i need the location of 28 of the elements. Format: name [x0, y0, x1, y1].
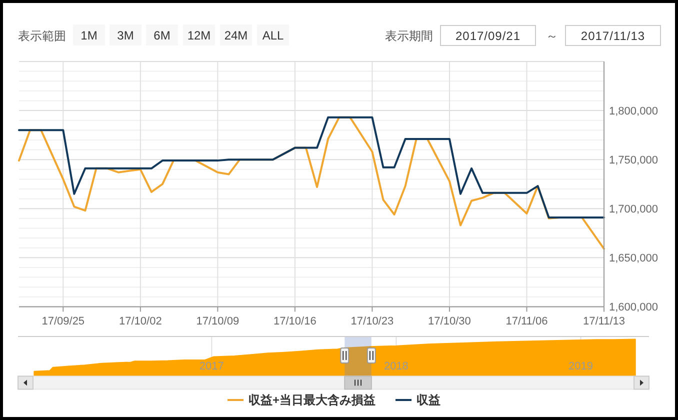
y-tick-label: 1,750,000 — [609, 154, 658, 167]
range-button: 1M — [73, 24, 105, 46]
range-button: 12M — [183, 24, 215, 46]
x-tick-label: 2019 — [568, 360, 593, 373]
x-tick-label: 17/10/16 — [274, 316, 316, 328]
x-tick-label: 2018 — [384, 360, 408, 373]
x-tick-label: 17/10/23 — [350, 316, 394, 328]
y-tick-label: 1,650,000 — [609, 252, 658, 265]
range-button: ALL — [257, 24, 289, 46]
line-series — [18, 116, 605, 218]
y-tick-label: 1,700,000 — [609, 204, 658, 216]
range-button: 3M — [110, 24, 142, 46]
x-tick-label: 17/10/09 — [196, 316, 240, 328]
x-tick-label: 17/11/13 — [582, 316, 626, 328]
range-button: 24M — [220, 24, 252, 46]
x-tick-label: 17/11/06 — [506, 316, 548, 328]
date-input: 2017/11/13 — [565, 25, 661, 46]
date-input: 2017/09/21 — [440, 25, 536, 46]
legend-label: 収益 — [416, 393, 440, 407]
x-tick-label: 17/10/02 — [119, 316, 162, 328]
range-selector: 表示範囲 1M 3M 6M 12M 24M ALL 表示期間 2017/09/21 ～ 2017/11/13 — [18, 24, 661, 46]
range-button: 6M — [146, 24, 178, 46]
y-tick-label: 1,800,000 — [609, 106, 658, 118]
y-tick-label: 1,600,000 — [609, 302, 658, 314]
x-tick-label: 2017 — [199, 360, 224, 373]
legend-label: 収益+当日最大含み損益 — [248, 393, 376, 407]
x-tick-label: 17/09/25 — [42, 316, 85, 328]
x-tick-label: 17/10/30 — [428, 316, 471, 328]
